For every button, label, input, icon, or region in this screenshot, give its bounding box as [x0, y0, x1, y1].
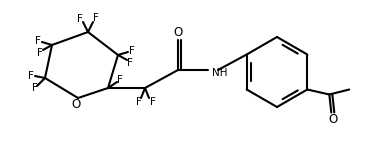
Text: F: F [150, 97, 156, 107]
Text: O: O [174, 26, 183, 39]
Text: F: F [117, 75, 123, 85]
Text: F: F [93, 13, 99, 23]
Text: NH: NH [212, 68, 227, 78]
Text: F: F [37, 48, 43, 58]
Text: O: O [329, 113, 338, 126]
Text: F: F [77, 14, 83, 24]
Text: F: F [129, 46, 135, 56]
Text: F: F [136, 97, 142, 107]
Text: F: F [32, 83, 38, 93]
Text: F: F [28, 71, 34, 81]
Text: F: F [127, 58, 133, 68]
Text: O: O [71, 99, 81, 111]
Text: F: F [35, 36, 41, 46]
